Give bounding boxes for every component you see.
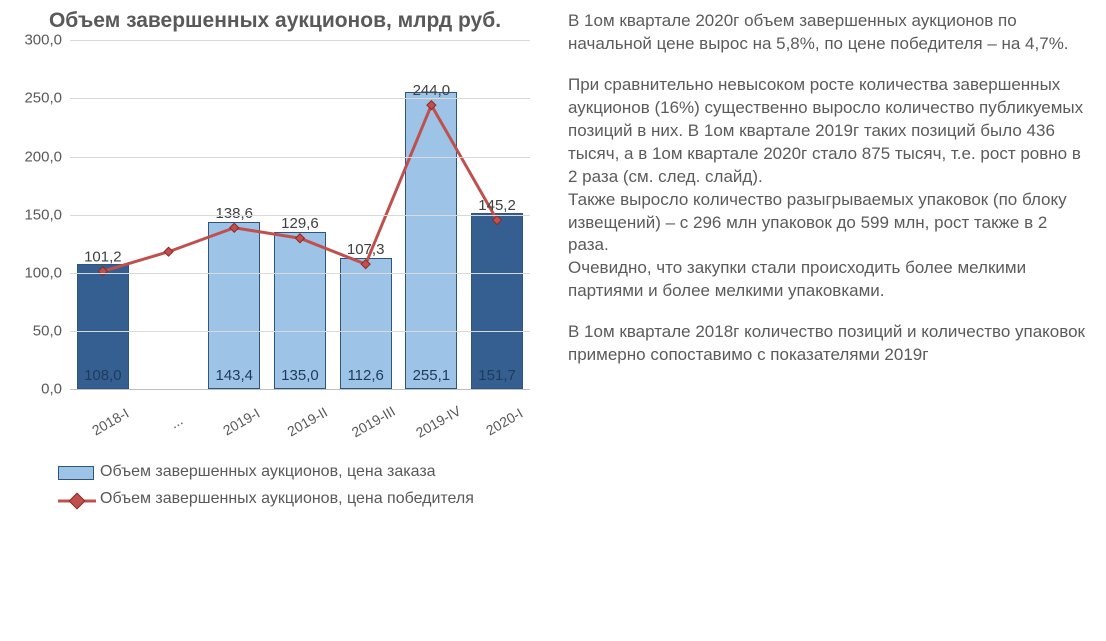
bar: 255,1 — [405, 92, 457, 389]
gridline — [70, 98, 530, 99]
bar: 135,0 — [274, 232, 326, 389]
y-tick-label: 200,0 — [24, 148, 70, 165]
plot-wrap: 108,0143,4135,0112,6255,1151,7 101,2138,… — [70, 40, 530, 420]
bar: 151,7 — [471, 213, 523, 389]
y-tick-label: 50,0 — [33, 323, 70, 340]
legend-bar-label: Объем завершенных аукционов, цена заказа — [100, 462, 436, 483]
commentary-p5: В 1ом квартале 2018г количество позиций … — [568, 321, 1088, 367]
gridline — [70, 157, 530, 158]
bar-value-label: 108,0 — [84, 367, 122, 384]
commentary-p1: В 1ом квартале 2020г объем завершенных а… — [568, 10, 1088, 56]
y-tick-label: 100,0 — [24, 264, 70, 281]
x-tick-label: ... — [149, 402, 209, 454]
commentary-p3: Также выросло количество разыгрываемых у… — [568, 189, 1088, 258]
legend-item-line: Объем завершенных аукционов, цена победи… — [58, 489, 540, 511]
x-tick-label: 2020-I — [478, 402, 538, 454]
bar-value-label: 143,4 — [215, 367, 253, 384]
y-tick-label: 300,0 — [24, 32, 70, 49]
line-swatch-icon — [58, 491, 96, 511]
commentary-p2: При сравнительно невысоком росте количес… — [568, 74, 1088, 189]
x-tick-label: 2019-IV — [412, 402, 472, 454]
bar-value-label: 112,6 — [347, 367, 383, 384]
chart-panel: Объем завершенных аукционов, млрд руб. 1… — [0, 0, 550, 641]
x-axis-labels: 2018-I...2019-I2019-II2019-III2019-IV202… — [70, 390, 530, 420]
x-tick-label: 2019-III — [346, 402, 406, 454]
bar: 108,0 — [77, 264, 129, 390]
x-tick-label: 2019-II — [281, 402, 341, 454]
legend-item-bar: Объем завершенных аукционов, цена заказа — [58, 462, 540, 483]
commentary-panel: В 1ом квартале 2020г объем завершенных а… — [550, 0, 1106, 641]
plot-area: 108,0143,4135,0112,6255,1151,7 101,2138,… — [70, 40, 530, 390]
gridline — [70, 273, 530, 274]
y-tick-label: 250,0 — [24, 90, 70, 107]
x-tick-label: 2018-I — [84, 402, 144, 454]
bar-swatch-icon — [58, 466, 94, 480]
bar-value-label: 255,1 — [413, 367, 451, 384]
commentary-p4: Очевидно, что закупки стали происходить … — [568, 257, 1088, 303]
x-tick-label: 2019-I — [215, 402, 275, 454]
y-tick-label: 150,0 — [24, 206, 70, 223]
legend-line-label: Объем завершенных аукционов, цена победи… — [100, 489, 474, 510]
y-tick-label: 0,0 — [41, 381, 70, 398]
chart-title: Объем завершенных аукционов, млрд руб. — [10, 8, 540, 34]
legend: Объем завершенных аукционов, цена заказа… — [58, 462, 540, 511]
bar: 112,6 — [340, 258, 392, 389]
bar: 143,4 — [208, 222, 260, 389]
gridline — [70, 40, 530, 41]
gridline — [70, 331, 530, 332]
bar-value-label: 151,7 — [478, 367, 516, 384]
gridline — [70, 215, 530, 216]
bar-value-label: 135,0 — [281, 367, 319, 384]
